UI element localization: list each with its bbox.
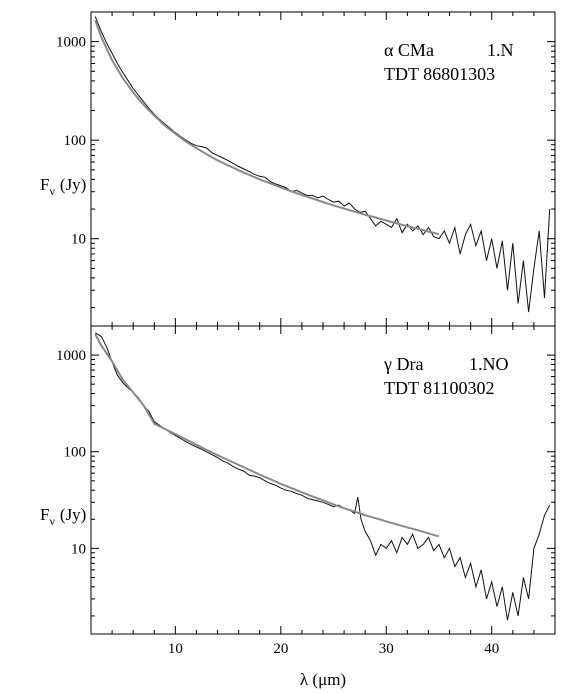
y-axis-label-main-bottom: F [40, 505, 49, 524]
observed-spectrum-bottom [94, 332, 551, 621]
annotation-name-top: α CMa [384, 40, 434, 60]
y-axis-label-sub-bottom: ν [49, 514, 55, 528]
y-tick-label-2: 1000 [56, 35, 86, 51]
plot-frame-top [90, 11, 556, 327]
x-tick-label-0: 10 [168, 641, 183, 657]
annotation-code-bottom: 1.NO [469, 354, 509, 374]
y-tick-label-0: 10 [71, 232, 86, 248]
x-axis-label: λ (μm) [300, 670, 346, 689]
x-tick-label-1: 20 [273, 641, 288, 657]
y-axis-label-unit-top: (Jy) [60, 175, 86, 194]
observed-spectrum-top [94, 16, 551, 313]
y-tick-label-0: 10 [71, 541, 86, 557]
y-tick-label-1: 100 [64, 133, 87, 149]
annotation-code-top: 1.N [487, 40, 514, 60]
tick-group-bottom: 10 20 30 40 10 100 1000 [56, 325, 556, 657]
model-curve-top [94, 19, 440, 236]
x-tick-label-3: 40 [484, 641, 499, 657]
series-group-top [94, 16, 551, 313]
annotation-tdt-bottom: TDT 81100302 [384, 378, 495, 398]
y-axis-label-top: Fν (Jy) [40, 175, 86, 198]
model-curve-bottom [94, 333, 440, 538]
y-axis-label-unit-bottom: (Jy) [60, 505, 86, 524]
y-axis-label-main-top: F [40, 175, 49, 194]
annotation-tdt-top: TDT 86801303 [384, 64, 495, 84]
y-tick-label-2: 1000 [56, 348, 86, 364]
panel-top: 10 100 1000 Fν (Jy) α CMa 1.N TDT 86801303 [40, 11, 556, 327]
x-tick-label-2: 30 [379, 641, 394, 657]
panel-bottom: 10 20 30 40 10 100 1000 Fν (Jy) γ Dra 1.NO TDT … [40, 325, 556, 689]
y-axis-label-bottom: Fν (Jy) [40, 505, 86, 528]
annotation-name-bottom: γ Dra [383, 354, 423, 374]
y-tick-label-1: 100 [64, 445, 87, 461]
y-axis-label-sub-top: ν [49, 184, 55, 198]
tick-group-top: 10 100 1000 [56, 11, 556, 326]
series-group-bottom [94, 332, 551, 621]
